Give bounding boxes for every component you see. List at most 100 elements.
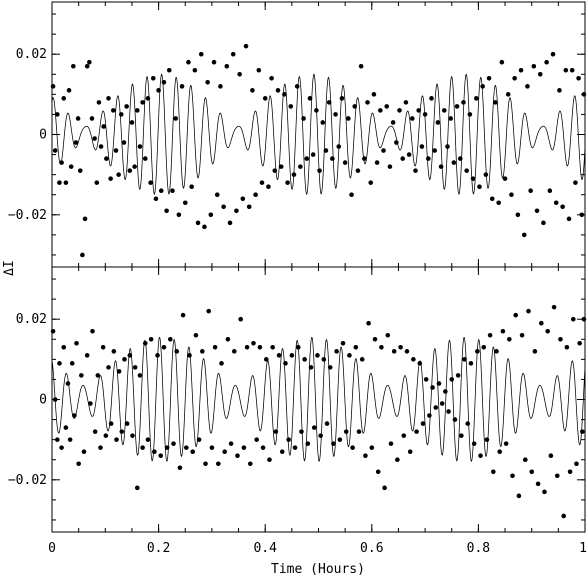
top-data-point <box>326 100 332 105</box>
top-panel: −0.02 0 0.02 <box>8 1 587 268</box>
bottom-data-point <box>168 336 173 342</box>
bottom-data-point <box>108 421 114 426</box>
top-data-point <box>489 196 495 202</box>
top-data-point <box>108 176 113 181</box>
bottom-data-point <box>212 345 218 350</box>
bottom-data-point <box>95 373 101 378</box>
bottom-data-point <box>369 445 375 450</box>
bottom-data-point <box>581 316 587 322</box>
bottom-data-point <box>90 328 95 334</box>
top-data-point <box>240 196 246 202</box>
top-data-point <box>80 252 85 258</box>
top-data-point <box>221 204 226 210</box>
top-data-point <box>566 216 572 222</box>
top-data-point <box>560 204 565 210</box>
bottom-data-point <box>238 316 243 322</box>
bottom-data-point <box>174 349 180 354</box>
top-data-point <box>569 67 575 73</box>
x-tick-labels: 0 0.2 0.4 0.6 0.8 1 <box>48 541 587 556</box>
top-data-point <box>55 112 60 117</box>
bottom-data-point <box>468 361 474 366</box>
top-data-point <box>75 116 81 121</box>
top-data-point <box>282 92 287 97</box>
top-data-point <box>211 59 217 65</box>
top-data-point <box>116 172 121 177</box>
top-data-point <box>451 160 457 165</box>
bottom-data-point <box>318 433 323 438</box>
bottom-data-point <box>331 441 336 446</box>
bottom-data-point <box>417 361 423 366</box>
bottom-data-point <box>244 345 250 350</box>
top-data-point <box>158 188 164 194</box>
bottom-data-point <box>302 357 307 362</box>
bottom-data-point <box>76 461 81 467</box>
top-data-point <box>496 200 501 206</box>
bottom-data-point <box>254 437 259 442</box>
bottom-data-point <box>74 340 79 346</box>
bottom-data-point <box>122 357 127 362</box>
bottom-data-point <box>554 473 560 479</box>
top-data-point <box>320 120 326 125</box>
bottom-data-point <box>219 361 224 366</box>
top-data-point <box>87 59 92 65</box>
top-data-point <box>71 63 76 69</box>
bottom-data-point <box>558 336 563 342</box>
bottom-data-point <box>171 441 176 446</box>
top-data-point <box>310 152 316 157</box>
bottom-data-point <box>356 429 362 434</box>
bottom-data-point <box>311 425 317 430</box>
top-data-point <box>537 71 543 77</box>
top-data-point <box>129 120 135 125</box>
bottom-data-point <box>507 336 512 342</box>
top-data-point <box>214 192 220 198</box>
bottom-data-point <box>516 493 522 499</box>
bottom-data-point <box>375 469 381 475</box>
top-data-point <box>358 63 364 69</box>
top-data-point <box>531 63 537 69</box>
bottom-data-point <box>116 369 122 374</box>
bottom-data-point <box>414 429 419 434</box>
top-data-point <box>518 67 524 73</box>
x-tick-label: 0 <box>48 541 56 556</box>
top-data-point <box>413 168 418 173</box>
bottom-data-point <box>500 328 506 334</box>
top-data-point <box>317 168 322 173</box>
top-data-point <box>176 212 182 218</box>
bottom-data-point <box>564 345 570 350</box>
bottom-data-point <box>340 340 346 346</box>
top-data-point <box>521 232 527 238</box>
bottom-data-point <box>203 461 208 467</box>
top-data-point <box>66 88 72 93</box>
bottom-model-curve <box>51 337 586 462</box>
bottom-data-point <box>308 365 314 370</box>
top-data-point <box>137 144 143 149</box>
top-data-point <box>454 104 460 109</box>
bottom-data-point <box>459 433 464 438</box>
bottom-data-point <box>130 433 135 438</box>
bottom-data-point <box>69 361 75 366</box>
bottom-data-point <box>471 441 477 446</box>
top-data-point <box>111 108 116 113</box>
top-data-point <box>132 164 137 169</box>
top-data-point <box>435 120 441 125</box>
top-data-point <box>502 176 508 181</box>
bottom-data-point <box>92 429 98 434</box>
bottom-panel-frame <box>51 266 586 533</box>
top-data-point <box>339 96 345 101</box>
top-data-point <box>509 192 514 198</box>
x-axis-label: Time (Hours) <box>271 562 365 577</box>
bottom-data-point <box>491 469 496 475</box>
top-data-point <box>145 96 151 101</box>
bottom-data-point <box>567 469 573 475</box>
bottom-data-point <box>436 381 442 386</box>
bottom-data-point <box>484 437 490 442</box>
top-data-point <box>330 156 335 161</box>
bottom-data-point <box>529 469 534 475</box>
bottom-data-point <box>327 365 333 370</box>
bottom-data-point <box>67 437 73 442</box>
top-data-point <box>73 140 79 145</box>
bottom-data-point <box>519 332 525 338</box>
top-data-point <box>429 96 434 101</box>
bottom-data-point <box>196 437 202 442</box>
top-y-tick-label: 0.02 <box>16 47 47 62</box>
